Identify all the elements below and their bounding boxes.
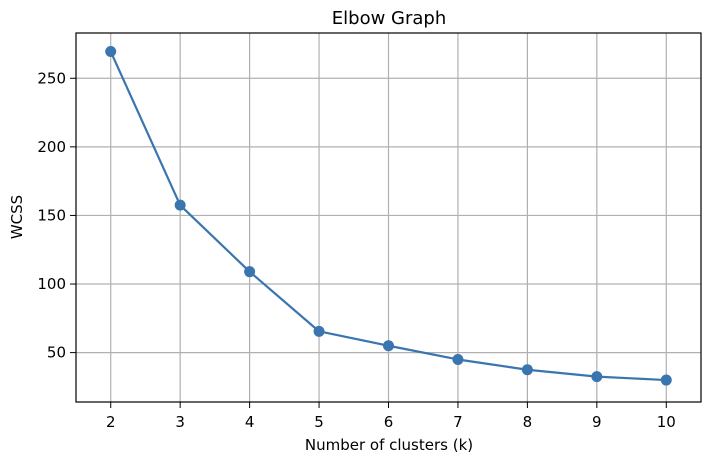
data-point xyxy=(313,325,325,337)
data-point xyxy=(591,371,603,383)
x-tick-label: 6 xyxy=(384,413,394,431)
y-tick-label: 50 xyxy=(47,344,66,362)
axis-ticks: 2 3 4 5 6 7 8 9 10 50 100 150 200 250 xyxy=(37,69,675,431)
grid-lines xyxy=(76,33,701,402)
data-point xyxy=(383,340,394,352)
data-point xyxy=(174,199,186,211)
data-point xyxy=(521,364,533,376)
y-tick-label: 100 xyxy=(37,275,66,293)
x-tick-label: 4 xyxy=(245,413,255,431)
x-tick-label: 10 xyxy=(657,413,676,431)
y-tick-label: 250 xyxy=(37,69,66,87)
data-point xyxy=(105,46,117,58)
y-tick-label: 150 xyxy=(37,206,66,224)
y-tick-label: 200 xyxy=(37,138,66,156)
data-point xyxy=(452,353,464,365)
data-points xyxy=(105,46,672,386)
data-point xyxy=(244,266,256,278)
data-point xyxy=(660,374,672,386)
x-tick-label: 2 xyxy=(106,413,116,431)
x-tick-label: 5 xyxy=(314,413,324,431)
x-tick-label: 3 xyxy=(175,413,185,431)
plot-frame xyxy=(75,32,702,403)
y-axis-label: WCSS xyxy=(8,195,26,239)
x-tick-label: 8 xyxy=(523,413,533,431)
chart-title: Elbow Graph xyxy=(332,8,446,29)
x-tick-label: 7 xyxy=(453,413,463,431)
x-tick-label: 9 xyxy=(592,413,602,431)
x-axis-label: Number of clusters (k) xyxy=(305,436,473,454)
